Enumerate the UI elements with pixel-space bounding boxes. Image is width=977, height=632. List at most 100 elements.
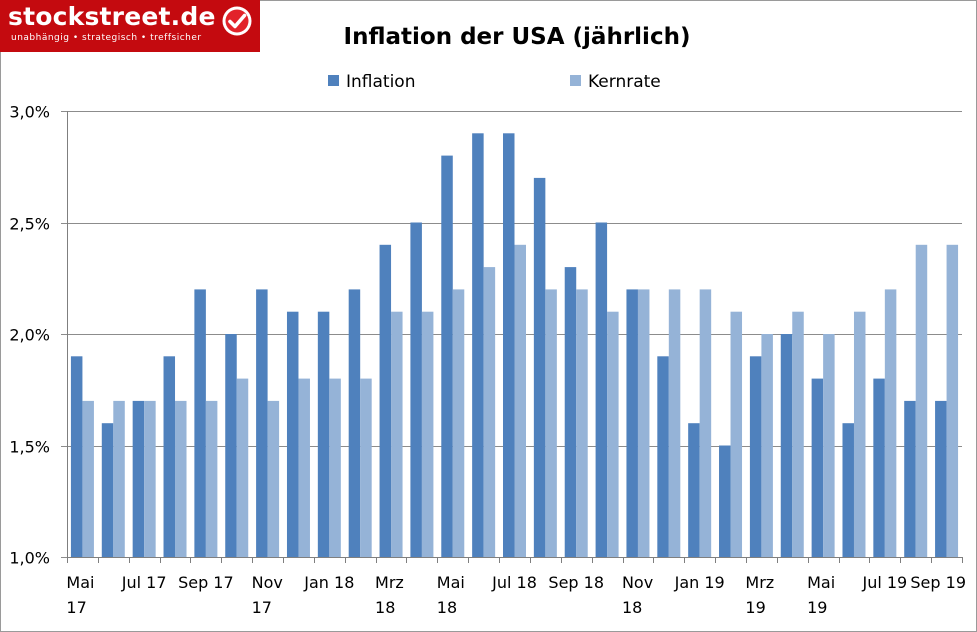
bar-kernrate <box>421 311 434 557</box>
bar-kernrate <box>853 311 866 557</box>
x-tick-label: Jan 19 <box>674 573 725 592</box>
x-tick-label: Jul 19 <box>861 573 907 592</box>
bar-kernrate <box>144 400 156 557</box>
checkmark-icon <box>222 6 252 36</box>
bar-kernrate <box>576 289 588 557</box>
bar-kernrate <box>730 311 743 557</box>
bar-kernrate <box>884 289 897 557</box>
bar-inflation <box>503 133 515 558</box>
bar-inflation <box>626 289 638 557</box>
bar-inflation <box>410 222 422 557</box>
bar-inflation <box>595 222 608 557</box>
bar-inflation <box>317 311 330 557</box>
x-tick-label: Nov <box>622 573 653 592</box>
bar-inflation <box>348 289 361 557</box>
bar-kernrate <box>792 311 804 557</box>
bar-kernrate <box>391 311 403 557</box>
bar-kernrate <box>360 378 372 557</box>
x-tick-label: Sep 17 <box>178 573 234 592</box>
bar-kernrate <box>82 400 94 557</box>
x-tick-label: Jan 18 <box>303 573 354 592</box>
legend: Inflation Kernrate <box>328 72 661 92</box>
x-tick-label: 19 <box>807 598 827 617</box>
bar-inflation <box>441 155 453 557</box>
x-tick-label: Mrz <box>745 573 774 592</box>
logo-tagline: unabhängig • strategisch • treffsicher <box>11 33 202 43</box>
bar-inflation <box>194 289 206 557</box>
bar-kernrate <box>452 289 465 557</box>
bar-inflation <box>842 423 854 557</box>
stockstreet-logo: stockstreet.de unabhängig • strategisch … <box>0 0 260 52</box>
bar-inflation <box>688 423 700 557</box>
x-tick-label: Jul 17 <box>121 573 167 592</box>
bar-kernrate <box>236 378 249 557</box>
bar-kernrate <box>298 378 310 557</box>
legend-label: Kernrate <box>588 72 661 92</box>
x-tick-label: Mai <box>807 573 835 592</box>
x-tick-label: 19 <box>745 598 765 617</box>
bar-inflation <box>935 400 947 557</box>
bar-inflation <box>163 356 176 557</box>
bar-inflation <box>719 445 731 557</box>
x-tick-label: 17 <box>252 598 272 617</box>
bar-inflation <box>873 378 885 557</box>
legend-swatch <box>570 75 581 86</box>
bar-kernrate <box>637 289 650 557</box>
bar-inflation <box>225 334 237 557</box>
bar-kernrate <box>205 400 218 557</box>
x-tick-label: 18 <box>622 598 642 617</box>
bar-kernrate <box>668 289 681 557</box>
bar-inflation <box>564 267 577 557</box>
x-tick-label: Mrz <box>375 573 404 592</box>
bar-kernrate <box>175 400 187 557</box>
bar-kernrate <box>329 378 341 557</box>
bar-inflation <box>70 356 83 557</box>
bar-kernrate <box>699 289 712 557</box>
y-tick-label: 1,5% <box>9 438 50 457</box>
bar-kernrate <box>761 334 773 557</box>
y-tick-label: 3,0% <box>9 103 50 122</box>
y-tick-label: 2,0% <box>9 326 50 345</box>
y-tick-label: 2,5% <box>9 215 50 234</box>
x-tick-label: 17 <box>66 598 86 617</box>
x-tick-label: Jul 18 <box>491 573 537 592</box>
logo-name: stockstreet.de <box>8 2 216 31</box>
bar-kernrate <box>267 400 280 557</box>
bar-inflation <box>286 311 299 557</box>
bar-inflation <box>749 356 762 557</box>
x-tick-label: Nov <box>252 573 283 592</box>
chart-title: Inflation der USA (jährlich) <box>344 24 691 50</box>
bar-inflation <box>101 423 114 557</box>
legend-label: Inflation <box>346 72 415 92</box>
x-tick-label: Mai <box>437 573 465 592</box>
bar-kernrate <box>113 400 125 557</box>
bar-kernrate <box>946 244 959 558</box>
x-axis-ticks: Mai 17 Jul 17 Sep 17 Nov 17 Jan 18 Mrz 18 Mai 18 Ju… <box>66 573 966 617</box>
y-tick-label: 1,0% <box>9 549 50 568</box>
bars <box>70 133 959 558</box>
x-tick-label: Sep 18 <box>548 573 604 592</box>
bar-inflation <box>533 177 546 557</box>
bar-inflation <box>780 334 793 557</box>
bar-kernrate <box>607 311 619 557</box>
bar-kernrate <box>545 289 557 557</box>
y-axis-ticks: 1,0% 1,5% 2,0% 2,5% 3,0% <box>9 103 50 568</box>
bar-inflation <box>811 378 824 557</box>
bar-inflation <box>904 400 916 557</box>
bar-inflation <box>256 289 268 557</box>
x-tick-label: Sep 19 <box>910 573 966 592</box>
bar-inflation <box>379 244 392 558</box>
x-tick-label: 18 <box>437 598 457 617</box>
bar-inflation <box>132 400 145 557</box>
bar-inflation <box>657 356 669 557</box>
bar-inflation <box>472 133 484 558</box>
bar-kernrate <box>514 244 526 558</box>
bar-kernrate <box>915 244 928 558</box>
legend-swatch <box>328 75 339 86</box>
bar-kernrate <box>483 267 496 557</box>
x-tick-label: Mai <box>66 573 94 592</box>
bar-kernrate <box>823 334 835 557</box>
axes <box>67 111 963 563</box>
